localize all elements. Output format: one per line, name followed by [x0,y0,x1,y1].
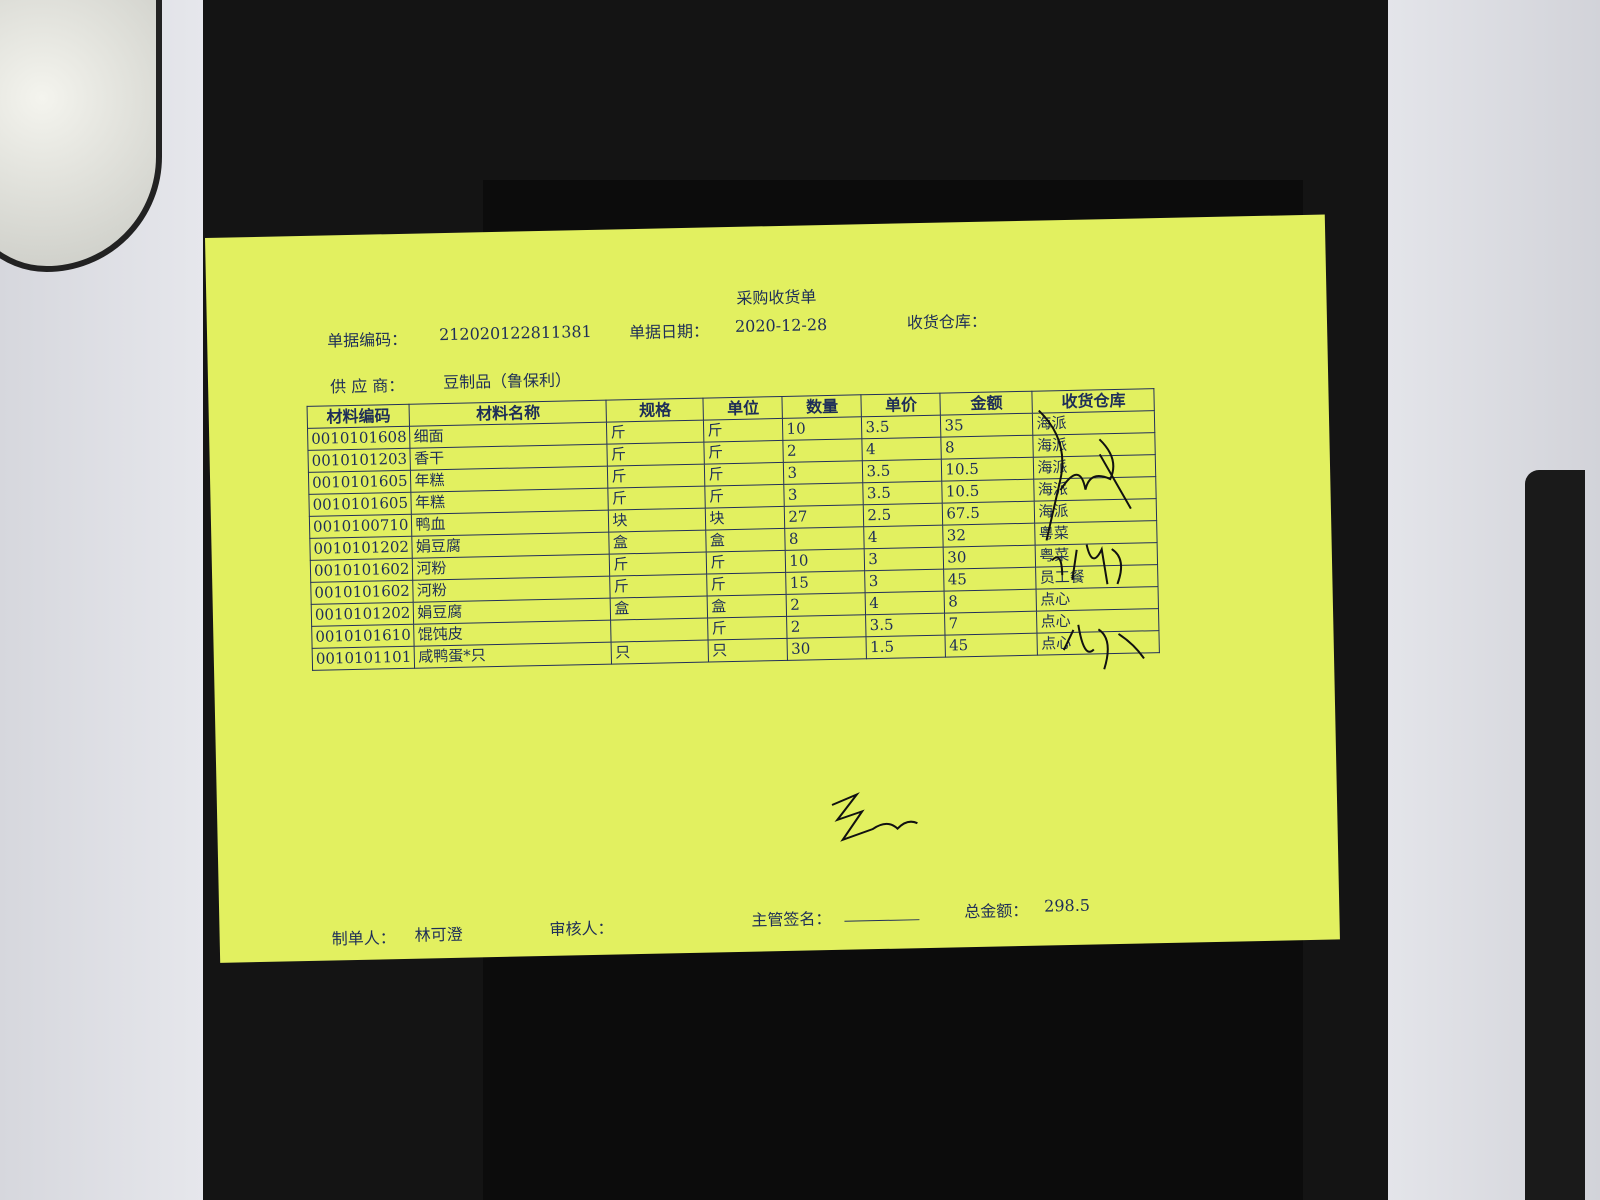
table-cell: 10 [782,416,863,441]
table-cell: 只 [611,640,709,665]
column-header: 金额 [940,391,1033,416]
doc-no-label: 单据编码： [326,329,408,351]
table-cell: 斤 [608,486,706,511]
table-cell: 盒 [609,530,707,555]
table-cell: 斤 [607,464,706,489]
table-cell: 2 [786,592,866,617]
table-cell: 盒 [706,528,786,553]
table-cell: 2 [783,438,863,463]
receipt-paper: 采购收货单 单据编码： 212020122811381 单据日期： 2020-1… [205,214,1340,963]
maker: 林可澄 [414,924,463,945]
table-cell: 0010100710 [309,514,413,539]
table-cell: 4 [864,525,944,549]
doc-no: 212020122811381 [438,321,592,345]
table-cell: 4 [862,437,942,461]
supervisor-signature-line [844,919,920,922]
table-cell: 0010101605 [308,492,412,517]
table-cell: 3 [865,569,945,593]
table-cell: 7 [944,611,1038,636]
table-cell: 45 [945,633,1038,658]
table-cell: 0010101203 [307,448,411,473]
table-cell: 3 [783,460,864,485]
reviewer-label: 审核人： [549,918,614,939]
table-cell: 0010101202 [309,536,413,561]
table-cell: 盒 [707,594,787,619]
table-cell: 斤 [704,440,784,465]
table-cell: 斤 [706,550,787,575]
table-cell: 斤 [607,442,705,467]
maker-label: 制单人： [331,928,396,949]
table-cell: 3 [864,547,945,571]
supplier-label: 供 应 商： [329,375,405,397]
supplier: 豆制品（鲁保利） [442,370,572,393]
table-cell: 斤 [610,574,708,599]
table-cell: 0010101610 [311,624,415,649]
table-cell: 10.5 [942,479,1035,504]
device-edge [1525,470,1585,1200]
table-cell: 块 [705,506,786,531]
table-cell: 32 [943,523,1036,548]
table-cell: 斤 [704,462,785,487]
date-label: 单据日期： [628,321,710,343]
table-cell: 3.5 [862,459,943,483]
table-cell: 咸鸭蛋*只 [414,642,612,669]
table-cell: 斤 [708,616,788,641]
document-title: 采购收货单 [736,287,817,308]
table-cell: 30 [943,545,1037,570]
warehouse-label: 收货仓库： [906,311,988,333]
table-cell: 块 [608,508,707,533]
table-cell: 2.5 [863,503,944,527]
table-cell: 35 [940,413,1034,438]
table-cell: 27 [784,504,865,529]
table-cell: 0010101608 [307,426,411,451]
table-cell: 10 [785,548,866,573]
table-cell: 3 [784,482,864,507]
computer-mouse [0,0,162,272]
table-cell: 67.5 [942,501,1036,526]
table-cell [611,618,709,643]
table-cell: 斤 [606,420,705,445]
date: 2020-12-28 [734,314,828,336]
column-header: 数量 [782,394,862,419]
table-cell: 10.5 [941,457,1035,482]
table-cell: 2 [786,614,867,639]
table-cell: 斤 [703,418,784,443]
table-cell: 3.5 [861,415,942,439]
table-cell: 斤 [705,484,785,509]
total-label: 总金额： [964,900,1029,922]
supervisor-label: 主管签名： [751,909,832,930]
table-cell: 只 [708,638,788,663]
total-amount: 298.5 [1043,895,1091,916]
table-cell: 45 [944,567,1037,592]
table-cell: 0010101101 [312,646,415,671]
table-cell: 8 [785,526,865,551]
handwritten-mark [831,792,918,842]
table-cell: 3.5 [865,613,946,637]
table-cell: 1.5 [866,635,946,659]
table-cell: 8 [944,589,1037,614]
table-cell: 3.5 [863,481,943,505]
table-cell: 30 [787,636,867,661]
column-header: 材料编码 [307,404,410,429]
column-header: 规格 [606,398,704,423]
handwritten-signatures [1038,409,1145,670]
table-cell: 斤 [609,552,708,577]
column-header: 单位 [703,396,783,421]
table-cell: 8 [941,435,1034,460]
table-cell: 0010101602 [310,558,414,583]
table-cell: 0010101602 [310,580,414,605]
table-cell: 盒 [610,596,709,621]
table-cell: 15 [786,570,866,595]
table-cell: 4 [865,591,945,615]
table-cell: 0010101605 [308,470,412,495]
column-header: 单价 [861,393,941,417]
table-cell: 0010101202 [311,602,415,627]
table-cell: 斤 [707,572,787,597]
